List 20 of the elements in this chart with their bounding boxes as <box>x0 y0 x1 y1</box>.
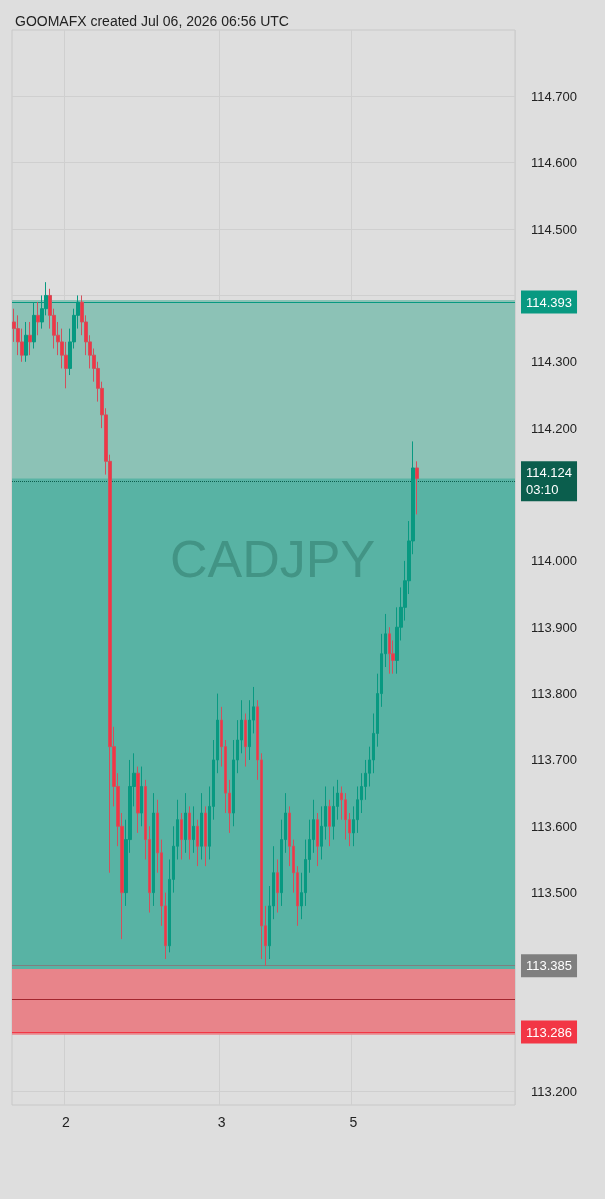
y-tick-label: 113.500 <box>531 885 578 901</box>
y-tick-label: 113.200 <box>531 1084 578 1100</box>
y-tick-label: 114.200 <box>531 420 578 436</box>
y-tick-label: 113.800 <box>531 686 578 702</box>
x-tick-label: 3 <box>217 1114 226 1130</box>
chart-title: GOOMAFX created Jul 06, 2026 06:56 UTC <box>15 13 289 29</box>
y-tick-label: 113.900 <box>531 619 578 635</box>
x-tick-label: 5 <box>349 1114 358 1130</box>
y-tick-label: 114.000 <box>531 553 578 569</box>
y-tick-label: 114.600 <box>531 155 578 171</box>
y-tick-label: 114.700 <box>531 88 578 104</box>
y-tick-label: 113.600 <box>531 818 578 834</box>
y-tick-label: 113.700 <box>531 752 578 768</box>
ref-line-label: 113.385 <box>526 958 573 974</box>
x-tick-label: 2 <box>61 1114 70 1130</box>
ref-line-label: 114.393 <box>526 294 573 310</box>
y-tick-label: 114.500 <box>531 221 578 237</box>
ref-line-label: 113.286 <box>526 1024 573 1040</box>
y-tick-label: 114.300 <box>531 354 578 370</box>
ref-line-label: 114.124 03:10 <box>526 465 573 498</box>
